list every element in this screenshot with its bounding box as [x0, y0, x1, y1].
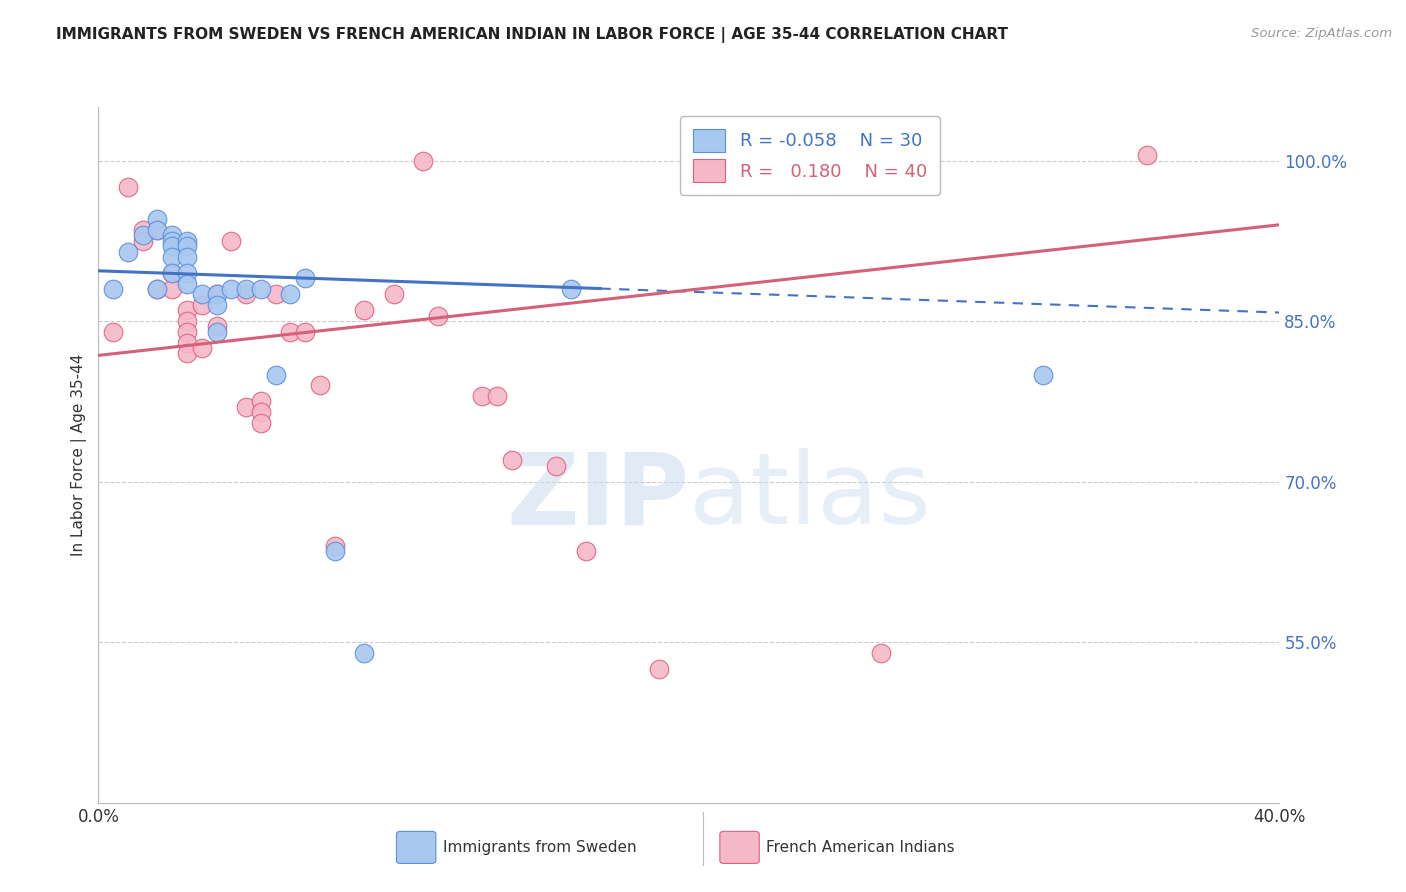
- Point: [205, 287, 228, 301]
- Point: [278, 287, 302, 301]
- Point: [146, 223, 169, 237]
- Point: [146, 282, 169, 296]
- Point: [869, 646, 891, 660]
- Point: [1032, 368, 1054, 382]
- Point: [176, 335, 198, 350]
- Point: [176, 266, 198, 280]
- Point: [250, 282, 273, 296]
- Legend: R = -0.058    N = 30, R =   0.180    N = 40: R = -0.058 N = 30, R = 0.180 N = 40: [681, 116, 939, 195]
- Point: [205, 287, 228, 301]
- Text: atlas: atlas: [689, 448, 931, 545]
- Point: [235, 287, 257, 301]
- Point: [294, 325, 316, 339]
- Point: [309, 378, 332, 392]
- Point: [103, 282, 125, 296]
- Point: [162, 266, 183, 280]
- Point: [323, 539, 346, 553]
- Point: [427, 309, 450, 323]
- Point: [471, 389, 494, 403]
- Point: [250, 405, 273, 419]
- Point: [176, 346, 198, 360]
- Text: IMMIGRANTS FROM SWEDEN VS FRENCH AMERICAN INDIAN IN LABOR FORCE | AGE 35-44 CORR: IMMIGRANTS FROM SWEDEN VS FRENCH AMERICA…: [56, 27, 1008, 43]
- Point: [146, 223, 169, 237]
- Point: [235, 400, 257, 414]
- Point: [176, 303, 198, 318]
- Point: [250, 394, 273, 409]
- Point: [205, 298, 228, 312]
- Point: [235, 282, 257, 296]
- Point: [205, 325, 228, 339]
- Point: [132, 228, 155, 243]
- Point: [162, 266, 183, 280]
- Point: [132, 234, 155, 248]
- Point: [382, 287, 405, 301]
- Point: [103, 325, 125, 339]
- Point: [146, 282, 169, 296]
- Point: [191, 287, 214, 301]
- Point: [323, 544, 346, 558]
- Point: [560, 282, 582, 296]
- Point: [117, 180, 139, 194]
- Point: [146, 212, 169, 227]
- Point: [219, 282, 242, 296]
- Point: [176, 314, 198, 328]
- Point: [574, 544, 596, 558]
- Point: [294, 271, 316, 285]
- Text: French American Indians: French American Indians: [766, 840, 955, 855]
- Point: [191, 298, 214, 312]
- Point: [648, 662, 671, 676]
- Point: [176, 325, 198, 339]
- Point: [162, 250, 183, 264]
- Point: [353, 646, 375, 660]
- Point: [191, 341, 214, 355]
- Point: [117, 244, 139, 259]
- Point: [176, 234, 198, 248]
- Point: [353, 303, 375, 318]
- Point: [1135, 148, 1157, 162]
- Y-axis label: In Labor Force | Age 35-44: In Labor Force | Age 35-44: [72, 354, 87, 556]
- Point: [162, 234, 183, 248]
- Point: [250, 416, 273, 430]
- Point: [176, 277, 198, 291]
- Text: Source: ZipAtlas.com: Source: ZipAtlas.com: [1251, 27, 1392, 40]
- Point: [546, 458, 568, 473]
- Point: [205, 319, 228, 334]
- Point: [176, 250, 198, 264]
- Point: [264, 287, 287, 301]
- Point: [501, 453, 523, 467]
- Point: [132, 223, 155, 237]
- Point: [278, 325, 302, 339]
- Point: [486, 389, 509, 403]
- Point: [162, 239, 183, 253]
- Text: Immigrants from Sweden: Immigrants from Sweden: [443, 840, 637, 855]
- Point: [219, 234, 242, 248]
- Text: ZIP: ZIP: [506, 448, 689, 545]
- Point: [264, 368, 287, 382]
- Point: [176, 239, 198, 253]
- Point: [162, 228, 183, 243]
- Point: [162, 282, 183, 296]
- Point: [412, 153, 434, 168]
